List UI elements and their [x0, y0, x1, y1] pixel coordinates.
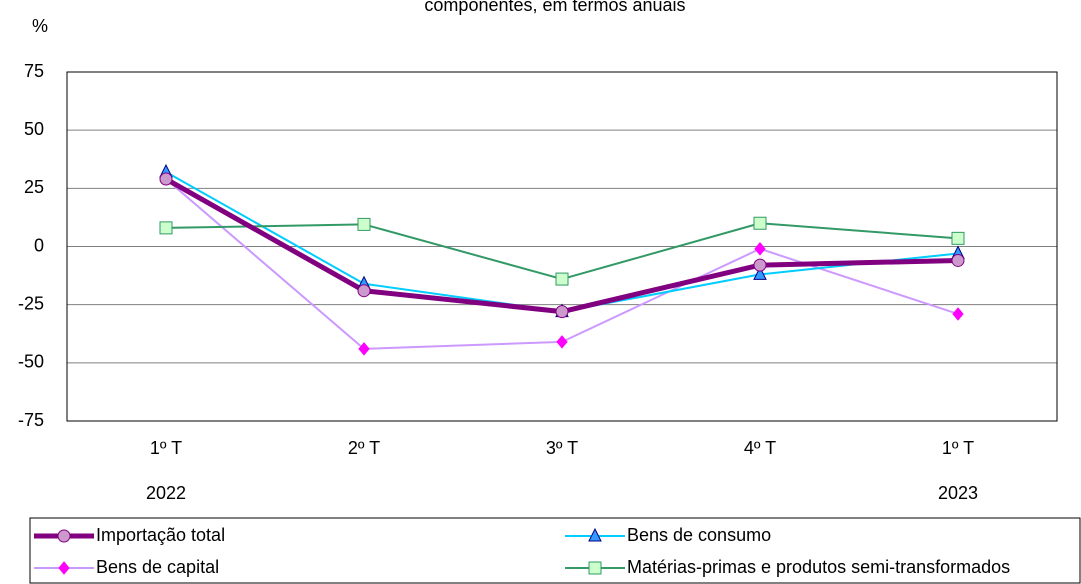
marker	[753, 258, 767, 272]
marker	[753, 216, 767, 230]
marker	[357, 284, 371, 298]
y-tick-label: -50	[18, 352, 44, 372]
marker	[357, 217, 371, 231]
x-tick-label: 1º T	[942, 438, 974, 458]
legend-box	[29, 517, 1081, 584]
legend-marker	[588, 561, 602, 575]
marker	[555, 272, 569, 286]
plot-frame	[66, 71, 1058, 422]
legend-marker	[588, 527, 602, 542]
chart-title: componentes, em termos anuais	[424, 0, 685, 15]
legend-label: Matérias-primas e produtos semi-transfor…	[627, 557, 1010, 577]
marker	[555, 305, 569, 319]
x-tick-label: 3º T	[546, 438, 578, 458]
series-line	[165, 222, 959, 281]
y-tick-label: 0	[34, 235, 44, 255]
legend-label: Importação total	[96, 525, 225, 545]
legend-item: Matérias-primas e produtos semi-transfor…	[565, 557, 1010, 577]
legend-label: Bens de consumo	[627, 525, 771, 545]
marker	[358, 342, 370, 356]
legend-marker	[57, 529, 71, 543]
marker	[951, 231, 965, 245]
y-tick-label: -25	[18, 293, 44, 313]
marker	[754, 242, 766, 256]
y-tick-label: 25	[24, 177, 44, 197]
legend-item: Importação total	[34, 525, 225, 545]
y-axis-label: %	[32, 16, 48, 36]
x-tick-label: 2º T	[348, 438, 380, 458]
marker	[753, 266, 767, 280]
legend-label: Bens de capital	[96, 557, 219, 577]
y-tick-label: -75	[18, 410, 44, 430]
x-tick-label: 4º T	[744, 438, 776, 458]
legend-item: Bens de capital	[34, 557, 219, 577]
legend-marker	[58, 561, 70, 575]
y-tick-label: 75	[24, 61, 44, 81]
y-tick-label: 50	[24, 119, 44, 139]
marker	[159, 172, 173, 186]
marker	[556, 335, 568, 349]
x-year-label: 2022	[146, 483, 186, 503]
marker	[951, 253, 965, 267]
marker	[159, 221, 173, 235]
marker	[952, 307, 964, 321]
legend-item: Bens de consumo	[565, 525, 771, 545]
series-line	[165, 171, 959, 313]
series-line	[164, 176, 959, 315]
x-year-label: 2023	[938, 483, 978, 503]
x-tick-label: 1º T	[150, 438, 182, 458]
